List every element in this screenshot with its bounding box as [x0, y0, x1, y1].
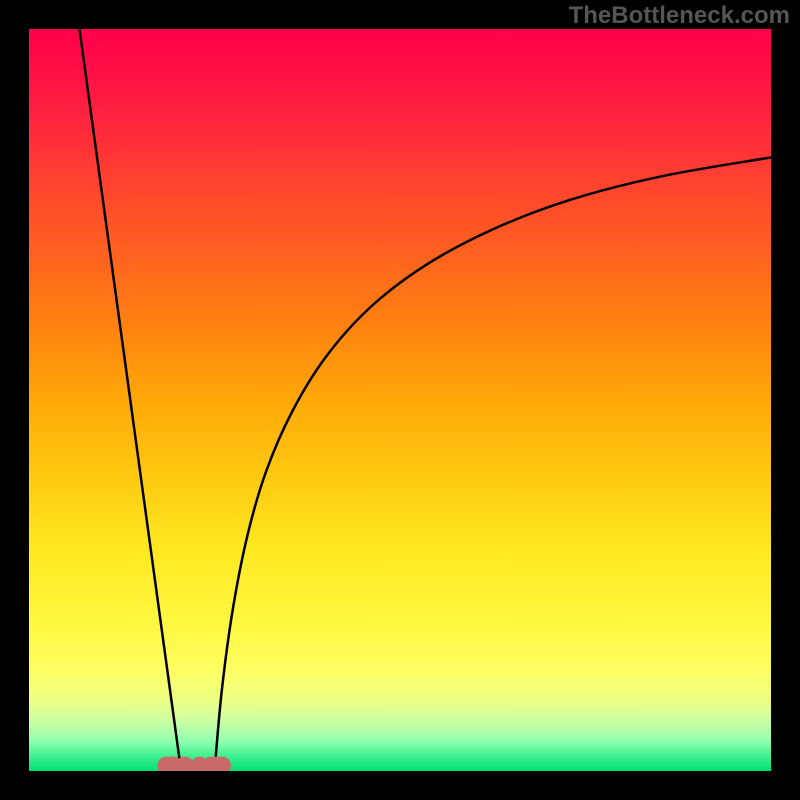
bottom-marker-cluster — [157, 757, 231, 775]
plot-background — [29, 29, 771, 771]
watermark-text: TheBottleneck.com — [569, 2, 790, 30]
chart-outer: TheBottleneck.com — [0, 0, 800, 800]
bottom-marker — [213, 757, 231, 775]
chart-svg — [0, 0, 800, 800]
